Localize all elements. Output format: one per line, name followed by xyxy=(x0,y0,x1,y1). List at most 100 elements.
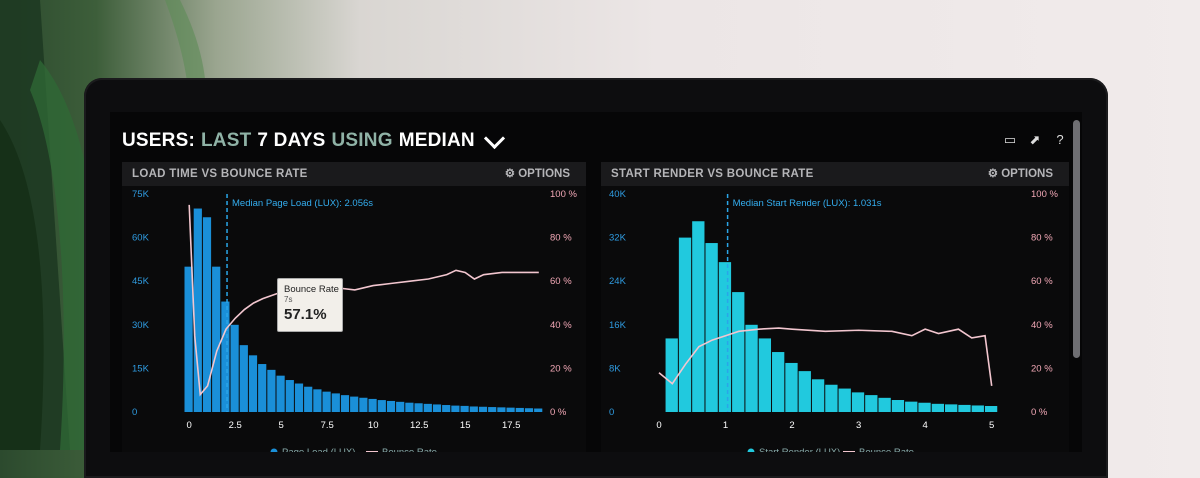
bar xyxy=(825,384,838,412)
tooltip-value: 57.1% xyxy=(284,306,327,323)
bar xyxy=(905,401,918,412)
y-axis-tick-label: 45K xyxy=(132,276,150,287)
x-axis-tick-label: 12.5 xyxy=(410,420,429,431)
header-toolbar: ▭ ⬈ ? xyxy=(1002,132,1068,148)
header-prefix: USERS: xyxy=(122,130,195,151)
y-right-axis-tick-label: 80 % xyxy=(550,233,572,244)
bar xyxy=(971,405,984,412)
bar xyxy=(891,400,905,412)
header-range: LAST xyxy=(201,130,252,151)
y-right-axis-tick-label: 20 % xyxy=(1031,363,1053,374)
bar xyxy=(258,364,267,412)
bar xyxy=(405,402,414,412)
y-right-axis-tick-label: 40 % xyxy=(550,320,572,331)
bar xyxy=(193,208,202,412)
bar xyxy=(984,406,998,412)
bar xyxy=(212,266,221,412)
bar xyxy=(469,406,478,412)
bar xyxy=(202,217,212,412)
y-right-axis-tick-label: 80 % xyxy=(1031,233,1053,244)
x-axis-tick-label: 2 xyxy=(789,420,794,431)
tooltip-title: Bounce Rate xyxy=(284,284,339,295)
bar xyxy=(460,405,469,412)
bar xyxy=(692,221,705,412)
y-axis-tick-label: 75K xyxy=(132,189,150,200)
bar xyxy=(811,379,825,412)
bar xyxy=(386,400,396,412)
y-axis-tick-label: 0 xyxy=(132,407,137,418)
y-right-axis-tick-label: 100 % xyxy=(550,189,577,200)
options-button[interactable]: ⚙ OPTIONS xyxy=(504,168,570,180)
bar xyxy=(534,408,543,412)
bar xyxy=(230,324,239,412)
help-icon[interactable]: ? xyxy=(1056,132,1064,147)
x-axis-tick-label: 1 xyxy=(723,420,728,431)
monitor-icon[interactable]: ▭ xyxy=(1003,132,1017,147)
y-axis-tick-label: 40K xyxy=(609,189,627,200)
bar xyxy=(665,338,678,412)
options-label: OPTIONS xyxy=(518,168,570,180)
bar xyxy=(798,371,811,412)
bar xyxy=(878,397,891,412)
panel-load-time: LOAD TIME VS BOUNCE RATE ⚙ OPTIONS 75K 60… xyxy=(122,162,586,452)
x-axis-tick-label: 2.5 xyxy=(229,420,242,431)
chart-start-render: 40K 32K 24K 16K 8K 0 100 % 80 % 60 % 40 % 20 % 0 % M… xyxy=(609,189,1058,452)
y-right-axis-tick-label: 20 % xyxy=(550,363,572,374)
chevron-down-icon[interactable] xyxy=(483,127,505,149)
header-metric: MEDIAN xyxy=(398,130,475,151)
panel-title: LOAD TIME VS BOUNCE RATE xyxy=(122,162,586,186)
bar xyxy=(313,389,322,412)
bar xyxy=(276,375,285,412)
bar xyxy=(958,404,971,412)
bar xyxy=(851,392,865,412)
bar xyxy=(865,395,878,412)
options-button[interactable]: ⚙ OPTIONS xyxy=(987,168,1053,180)
bar xyxy=(432,404,442,412)
y-axis-tick-label: 32K xyxy=(609,233,627,244)
x-axis-tick-label: 7.5 xyxy=(321,420,334,431)
bar xyxy=(285,380,294,412)
y-axis-tick-label: 60K xyxy=(132,233,150,244)
legend-swatch xyxy=(270,448,278,452)
options-label: OPTIONS xyxy=(1001,168,1053,180)
bar xyxy=(678,237,692,412)
bar xyxy=(732,292,745,412)
bar xyxy=(184,266,193,412)
bar xyxy=(705,243,718,412)
bar xyxy=(239,345,248,412)
dashboard-header[interactable]: USERS: LAST 7 DAYS USING MEDIAN xyxy=(122,126,505,156)
tooltip-sub: 7s xyxy=(284,295,293,304)
x-axis-tick-label: 5 xyxy=(279,420,284,431)
legend-swatch xyxy=(747,448,755,452)
y-axis-tick-label: 24K xyxy=(609,276,627,287)
bar xyxy=(758,338,772,412)
x-axis-tick-label: 17.5 xyxy=(502,420,521,431)
share-icon[interactable]: ⬈ xyxy=(1029,132,1041,147)
scrollbar[interactable] xyxy=(1073,120,1080,358)
y-right-axis-tick-label: 0 % xyxy=(550,407,567,418)
bar xyxy=(331,393,340,412)
y-right-axis-tick-label: 0 % xyxy=(1031,407,1048,418)
bar xyxy=(442,405,451,412)
bar xyxy=(396,401,405,412)
y-right-axis-tick-label: 60 % xyxy=(550,276,572,287)
x-axis-tick-label: 3 xyxy=(856,420,861,431)
x-axis-tick-label: 0 xyxy=(656,420,661,431)
y-right-axis-tick-label: 100 % xyxy=(1031,189,1058,200)
bar xyxy=(785,362,798,412)
bar xyxy=(377,400,386,412)
panel-title: START RENDER VS BOUNCE RATE xyxy=(601,162,1069,186)
bar xyxy=(294,383,304,412)
x-axis-tick-label: 0 xyxy=(187,420,192,431)
bar xyxy=(772,352,785,412)
y-right-axis-tick-label: 40 % xyxy=(1031,320,1053,331)
bounce-rate-line xyxy=(658,327,993,386)
bar xyxy=(497,407,506,412)
median-label: Median Start Render (LUX): 1.031s xyxy=(733,198,882,209)
chart-load-time: 75K 60K 45K 30K 15K 0 100 % 80 % 60 % 40 % 20 % 0 %… xyxy=(132,189,577,452)
bar xyxy=(931,403,945,412)
bar xyxy=(368,398,377,412)
bounce-rate-tooltip: Bounce Rate 7s 57.1% xyxy=(277,278,343,332)
bar xyxy=(340,395,350,412)
bar xyxy=(515,407,524,412)
